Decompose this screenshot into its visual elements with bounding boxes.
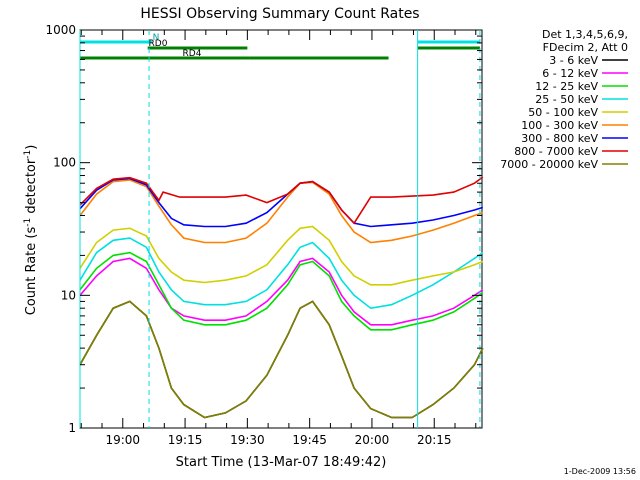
y-axis: 1 10 100 1000 [45,23,482,435]
x-tick-label: 19:30 [230,433,265,447]
flag-label: N [153,33,160,43]
series-line-7 [79,177,484,228]
flag-label: RD0 [149,39,168,49]
x-tick-label: 19:45 [292,433,327,447]
flag-label: RD4 [183,49,202,59]
legend: Det 1,3,4,5,6,9, FDecim 2, Att 0 3 - 6 k… [500,28,628,171]
series-line-5 [79,225,484,286]
legend-header-line-1: Det 1,3,4,5,6,9, [542,28,628,41]
y-axis-label-mid: detector [24,158,39,218]
x-axis-label: Start Time (13-Mar-07 18:49:42) [176,455,387,470]
x-tick-label: 19:15 [168,433,203,447]
series-layer [79,176,484,419]
legend-header-line-2: FDecim 2, Att 0 [543,41,628,54]
legend-entry-label: 25 - 50 keV [535,93,598,106]
plot-frame [79,29,483,429]
series-line-2 [79,257,484,326]
legend-entry-label: 12 - 25 keV [535,80,598,93]
y-axis-label: Count Rate (s-1 detector-1) [23,145,39,316]
y-axis-label-sup2: -1 [23,150,33,159]
legend-entry-label: 800 - 7000 keV [514,145,598,158]
chart-title: HESSI Observing Summary Count Rates [140,6,419,22]
legend-entry-label: 100 - 300 keV [521,119,598,132]
y-axis-label-main: Count Rate (s [24,227,39,316]
footer-timestamp: 1-Dec-2009 13:56 [564,467,636,476]
x-tick-label: 19:00 [105,433,140,447]
y-tick-label: 1000 [45,23,76,37]
legend-entry-label: 6 - 12 keV [542,67,598,80]
y-tick-label: 1 [68,421,76,435]
x-tick-label: 20:00 [355,433,390,447]
legend-entry-label: 7000 - 20000 keV [500,158,598,171]
legend-entry-label: 50 - 100 keV [528,106,598,119]
series-line-3 [79,251,484,331]
legend-entry-label: 3 - 6 keV [549,54,598,67]
y-axis-label-sup1: -1 [23,218,33,227]
legend-entry-label: 300 - 800 keV [521,132,598,145]
y-axis-label-end: ) [24,145,39,150]
y-tick-label: 10 [61,288,76,302]
y-tick-label: 100 [53,156,76,170]
series-line-6 [79,179,484,244]
marker-layer [79,30,481,428]
series-line-9 [79,300,484,419]
series-line-4 [79,237,484,310]
x-axis: 19:00 19:15 19:30 19:45 20:00 20:15 [80,30,477,447]
series-line-8 [79,176,484,225]
x-tick-label: 20:15 [417,433,452,447]
